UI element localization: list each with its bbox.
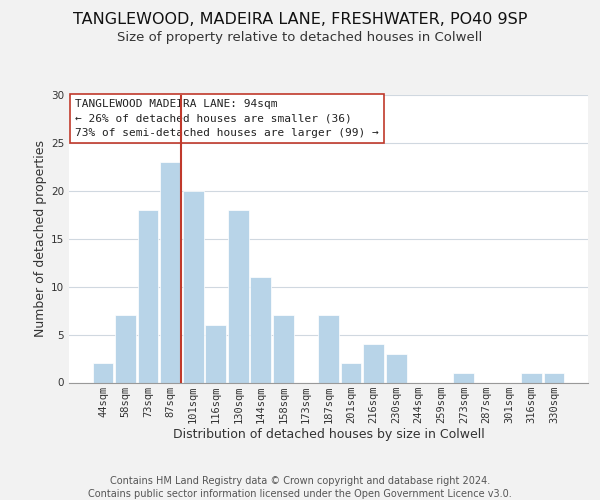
- Bar: [183, 191, 203, 382]
- Text: Contains HM Land Registry data © Crown copyright and database right 2024.: Contains HM Land Registry data © Crown c…: [110, 476, 490, 486]
- Bar: [205, 325, 226, 382]
- X-axis label: Distribution of detached houses by size in Colwell: Distribution of detached houses by size …: [173, 428, 484, 442]
- Bar: [250, 277, 271, 382]
- Bar: [318, 316, 339, 382]
- Bar: [454, 373, 474, 382]
- Text: TANGLEWOOD, MADEIRA LANE, FRESHWATER, PO40 9SP: TANGLEWOOD, MADEIRA LANE, FRESHWATER, PO…: [73, 12, 527, 28]
- Text: Size of property relative to detached houses in Colwell: Size of property relative to detached ho…: [118, 31, 482, 44]
- Bar: [92, 364, 113, 382]
- Bar: [228, 210, 248, 382]
- Bar: [341, 364, 361, 382]
- Bar: [115, 316, 136, 382]
- Y-axis label: Number of detached properties: Number of detached properties: [34, 140, 47, 337]
- Bar: [273, 316, 294, 382]
- Text: Contains public sector information licensed under the Open Government Licence v3: Contains public sector information licen…: [88, 489, 512, 499]
- Text: TANGLEWOOD MADEIRA LANE: 94sqm
← 26% of detached houses are smaller (36)
73% of : TANGLEWOOD MADEIRA LANE: 94sqm ← 26% of …: [75, 100, 379, 138]
- Bar: [544, 373, 565, 382]
- Bar: [363, 344, 384, 383]
- Bar: [160, 162, 181, 382]
- Bar: [137, 210, 158, 382]
- Bar: [386, 354, 407, 382]
- Bar: [521, 373, 542, 382]
